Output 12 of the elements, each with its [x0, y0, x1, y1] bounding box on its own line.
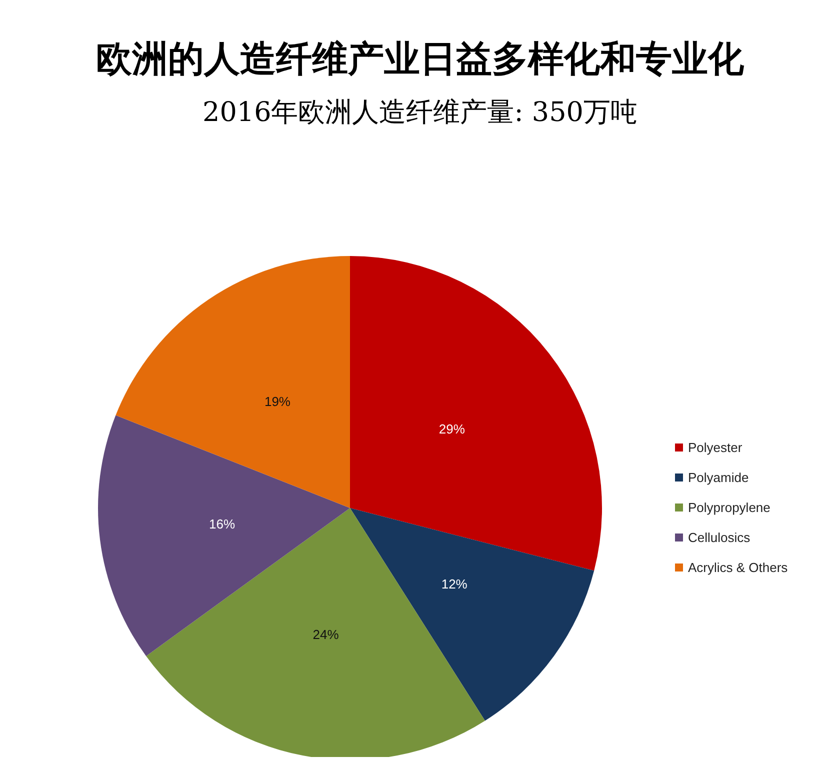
chart-title: 欧洲的人造纤维产业日益多样化和专业化: [96, 38, 745, 80]
data-label: 19%: [264, 394, 291, 409]
legend-label: Polyamide: [688, 470, 749, 485]
data-label: 16%: [209, 516, 236, 532]
data-label: 12%: [441, 576, 468, 592]
legend-label: Polypropylene: [688, 500, 770, 515]
legend-label: Cellulosics: [688, 530, 751, 545]
legend-label: Acrylics & Others: [688, 560, 788, 575]
legend-label: Polyester: [688, 440, 743, 455]
data-label: 29%: [438, 421, 466, 436]
chart-subtitle: 2016年欧洲人造纤维产量: 350万吨: [202, 97, 638, 128]
data-label: 24%: [312, 627, 340, 642]
